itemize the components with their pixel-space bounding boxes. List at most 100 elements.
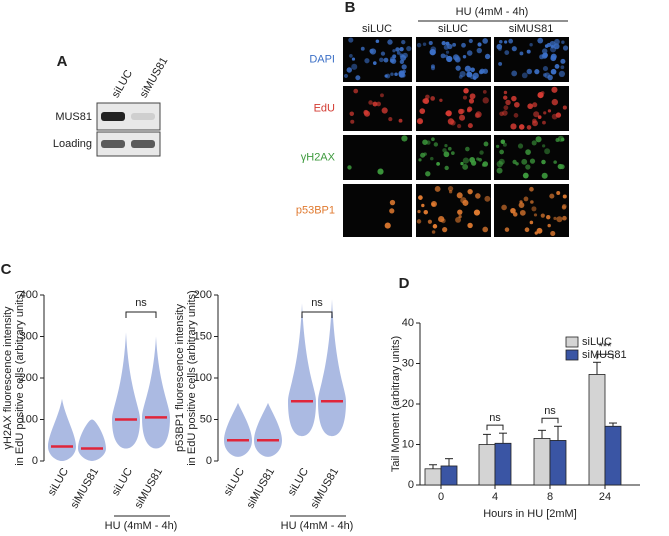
cell xyxy=(499,39,503,44)
x-tick-label: siMUS81 xyxy=(132,466,165,511)
cell xyxy=(444,144,448,148)
annotation: *** xyxy=(599,341,613,353)
cell xyxy=(431,137,435,142)
cell xyxy=(557,163,563,170)
cell xyxy=(512,159,517,165)
cell xyxy=(418,158,422,162)
cell xyxy=(390,72,394,76)
cell xyxy=(459,114,466,121)
cell xyxy=(466,71,473,78)
cell xyxy=(443,44,449,50)
x-tick-label: siLUC xyxy=(46,466,71,498)
blot-band xyxy=(101,112,125,121)
cell xyxy=(537,37,544,44)
panel-label: A xyxy=(57,53,68,70)
cell xyxy=(503,90,508,95)
micro-row: p53BP1 xyxy=(296,204,335,216)
cell xyxy=(462,199,469,206)
x-tick-label: siMUS81 xyxy=(68,466,101,511)
blot-column: siLUC xyxy=(110,68,135,100)
cell xyxy=(499,111,504,117)
cell xyxy=(441,40,446,46)
blot-band xyxy=(131,113,155,120)
cell xyxy=(457,124,462,129)
micro-header: HU (4mM - 4h) xyxy=(456,6,529,18)
cell xyxy=(348,37,354,43)
cell xyxy=(421,203,425,208)
y-tick-label: 10 xyxy=(402,438,414,450)
cell xyxy=(364,58,370,64)
cell xyxy=(534,69,540,75)
cell xyxy=(384,222,391,229)
bracket xyxy=(541,417,559,424)
x-tick-label: 24 xyxy=(599,491,611,503)
cell xyxy=(422,139,428,145)
micro-column: siMUS81 xyxy=(509,23,554,35)
cell xyxy=(527,103,534,110)
cell xyxy=(470,67,475,73)
cell xyxy=(417,209,421,214)
cell xyxy=(505,99,511,106)
cell xyxy=(462,164,469,170)
cell xyxy=(526,125,532,130)
x-tick-label: siLUC xyxy=(222,466,247,498)
cell xyxy=(461,42,466,48)
cell xyxy=(433,142,439,147)
x-tick-label: siLUC xyxy=(110,466,135,498)
cell xyxy=(503,105,509,111)
cell xyxy=(511,46,517,52)
cell xyxy=(525,164,531,170)
cell xyxy=(562,105,567,110)
blot-row: Loading xyxy=(53,138,92,150)
cell xyxy=(398,70,405,77)
cell xyxy=(447,118,455,125)
micro-column: siLUC xyxy=(362,23,392,35)
x-axis-label: Hours in HU [2mM] xyxy=(483,508,577,520)
bracket xyxy=(486,424,504,431)
bracket xyxy=(301,311,333,318)
cell xyxy=(550,55,557,62)
y-tick-label: 0 xyxy=(206,455,212,467)
cell xyxy=(430,201,437,208)
cell xyxy=(562,45,569,51)
cell xyxy=(541,48,548,54)
cell xyxy=(511,70,518,77)
cell xyxy=(496,167,503,174)
micro-column: siLUC xyxy=(438,23,468,35)
cell xyxy=(529,220,534,225)
cell xyxy=(434,186,441,192)
cell xyxy=(448,190,453,194)
cell xyxy=(554,64,560,69)
y-axis-label: in EdU positive cells (arbitrary units) xyxy=(14,290,26,465)
cell xyxy=(375,39,380,44)
legend-label: siMUS81 xyxy=(582,349,627,361)
panel-label: D xyxy=(399,275,410,292)
y-axis-label: γH2AX fluorescence intensity xyxy=(2,306,14,450)
cell xyxy=(514,101,520,108)
y-tick-label: 0 xyxy=(32,455,38,467)
cell xyxy=(394,72,398,77)
cell xyxy=(420,152,426,158)
cell xyxy=(462,55,467,59)
cell xyxy=(389,208,395,214)
cell xyxy=(353,88,359,94)
cell xyxy=(430,46,437,53)
cell xyxy=(547,74,553,81)
cell xyxy=(558,70,566,78)
y-tick-label: 400 xyxy=(20,289,38,301)
cell xyxy=(525,149,531,155)
cell xyxy=(533,111,540,118)
cell xyxy=(549,193,555,199)
annotation: ns xyxy=(544,405,556,417)
cell xyxy=(458,74,463,79)
cell xyxy=(539,54,545,60)
cell xyxy=(442,148,447,153)
cell xyxy=(427,219,433,224)
y-tick-label: 300 xyxy=(20,330,38,342)
cell xyxy=(395,47,400,52)
cell xyxy=(483,141,489,147)
cell xyxy=(419,108,426,114)
cell xyxy=(556,191,561,195)
cell xyxy=(553,43,560,50)
cell xyxy=(529,43,533,47)
